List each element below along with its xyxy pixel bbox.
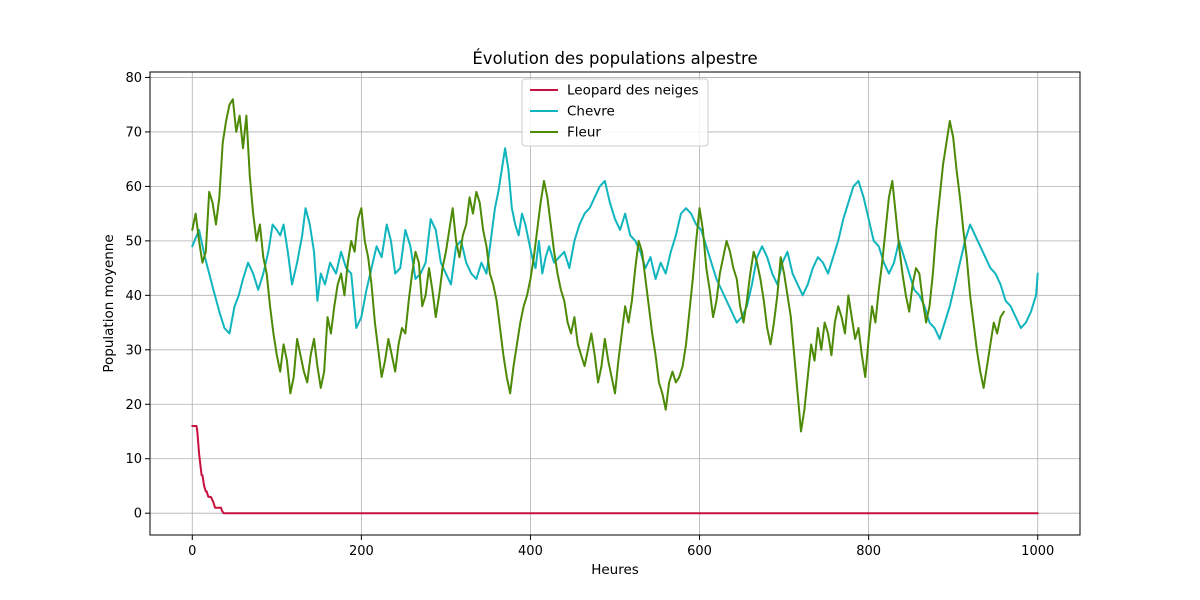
chart-title: Évolution des populations alpestre [472,49,757,68]
y-tick-label: 80 [125,71,142,86]
y-tick-label: 40 [125,289,142,304]
y-tick-label: 50 [125,234,142,249]
legend-box [521,78,709,147]
legend-label-fleur: Fleur [567,125,601,141]
series-line-leopard-des-neiges [191,425,1039,515]
y-axis-title: Population moyenne [101,234,117,372]
y-tick-label: 10 [125,452,142,467]
x-axis-title: Heures [591,562,639,578]
y-tick-label: 30 [125,343,142,358]
y-tick-label: 20 [125,398,142,413]
legend-label-chevre: Chevre [567,104,615,120]
x-tick-label: 800 [856,544,881,559]
x-tick-label: 400 [518,544,543,559]
x-tick-label: 200 [349,544,374,559]
series-lines [191,98,1039,515]
y-tick-label: 0 [134,507,142,522]
y-tick-label: 70 [125,125,142,140]
y-tick-label: 60 [125,180,142,195]
x-tick-label: 1000 [1021,544,1054,559]
legend: Leopard des neiges Chevre Fleur [521,78,709,147]
axis-ticks: 0 200 400 600 800 1000 0 10 20 30 40 50 60 70 80 [125,71,1054,559]
x-tick-label: 0 [188,544,196,559]
plot-frame [149,71,1081,536]
legend-label-leopard: Leopard des neiges [567,83,699,99]
series-line-chevre [191,147,1039,340]
series-line-fleur [191,98,1005,433]
x-tick-label: 600 [687,544,712,559]
